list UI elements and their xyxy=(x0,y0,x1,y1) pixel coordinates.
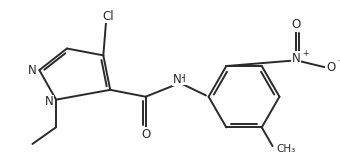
Text: Cl: Cl xyxy=(102,9,114,23)
Text: H: H xyxy=(178,74,186,84)
Text: ⁻: ⁻ xyxy=(337,59,340,68)
Text: N: N xyxy=(45,95,54,108)
Text: N: N xyxy=(28,64,37,77)
Text: CH₃: CH₃ xyxy=(276,144,296,154)
Text: +: + xyxy=(302,49,308,58)
Text: O: O xyxy=(141,128,150,141)
Text: O: O xyxy=(326,61,335,74)
Text: N: N xyxy=(292,52,301,65)
Text: O: O xyxy=(292,18,301,31)
Text: N: N xyxy=(173,73,182,85)
